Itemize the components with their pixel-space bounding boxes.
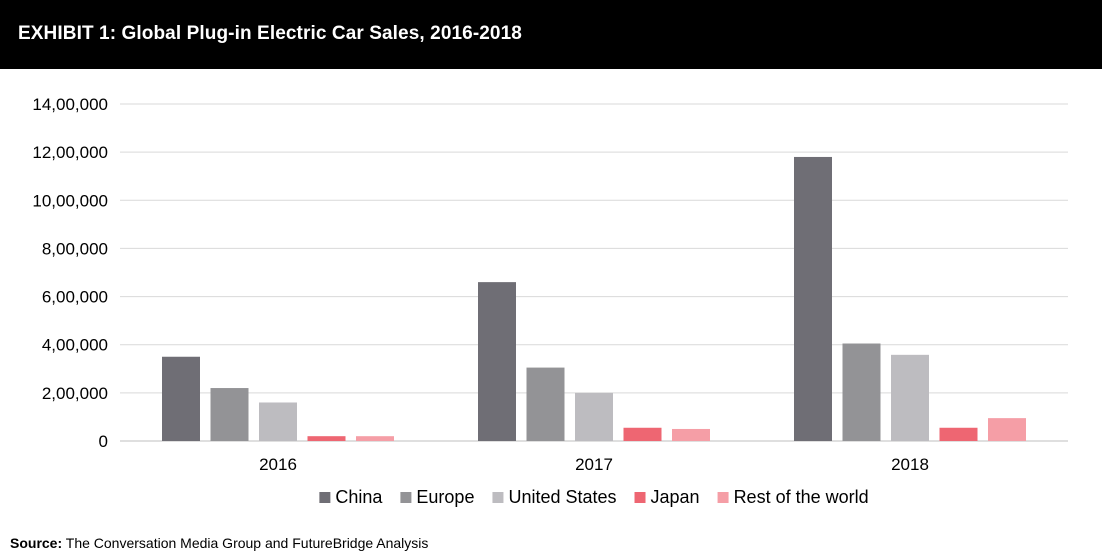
legend-item: Rest of the world (717, 487, 869, 507)
y-tick-label: 6,00,000 (42, 288, 108, 307)
bar (259, 402, 297, 441)
bar (575, 392, 613, 441)
legend-item: Europe (400, 487, 474, 507)
y-tick-label: 2,00,000 (42, 384, 108, 403)
x-tick-label: 2018 (891, 455, 929, 474)
legend-swatch (634, 492, 646, 503)
y-tick-label: 8,00,000 (42, 239, 108, 258)
legend-label: Europe (416, 487, 474, 507)
bar (307, 436, 346, 441)
x-tick-label: 2017 (575, 455, 613, 474)
legend-swatch (492, 492, 504, 503)
y-tick-label: 12,00,000 (32, 143, 108, 162)
bar (356, 436, 394, 441)
bar (891, 354, 929, 441)
y-tick-label: 0 (99, 432, 108, 451)
source-label: Source: (10, 535, 63, 551)
legend-swatch (717, 492, 729, 503)
title-bar: EXHIBIT 1: Global Plug-in Electric Car S… (0, 0, 1102, 69)
legend-swatch (319, 492, 331, 503)
bar (794, 156, 832, 441)
bar (672, 428, 710, 441)
x-tick-label: 2016 (259, 455, 297, 474)
bar (210, 388, 249, 441)
bar (939, 427, 978, 441)
source-note: Source: The Conversation Media Group and… (10, 535, 428, 551)
bar (162, 356, 200, 441)
bar (623, 427, 662, 441)
legend-label: Rest of the world (734, 487, 869, 507)
bar (478, 282, 516, 441)
legend-item: China (319, 487, 383, 507)
legend-item: Japan (634, 487, 700, 507)
source-text: The Conversation Media Group and FutureB… (65, 535, 429, 551)
bar (842, 343, 881, 441)
bar (988, 418, 1026, 441)
legend-swatch (400, 492, 412, 503)
y-tick-label: 14,00,000 (32, 95, 108, 114)
legend-label: Japan (651, 487, 700, 507)
legend-label: United States (508, 487, 616, 507)
bar-chart: 0 2,00,000 4,00,000 6,00,000 8,00,000 10,00,0… (32, 95, 1068, 507)
bar (526, 367, 565, 441)
legend-item: United States (492, 487, 617, 507)
chart-title: EXHIBIT 1: Global Plug-in Electric Car S… (18, 23, 522, 44)
y-tick-label: 10,00,000 (32, 191, 108, 210)
y-tick-label: 4,00,000 (42, 336, 108, 355)
legend-label: China (335, 487, 383, 507)
